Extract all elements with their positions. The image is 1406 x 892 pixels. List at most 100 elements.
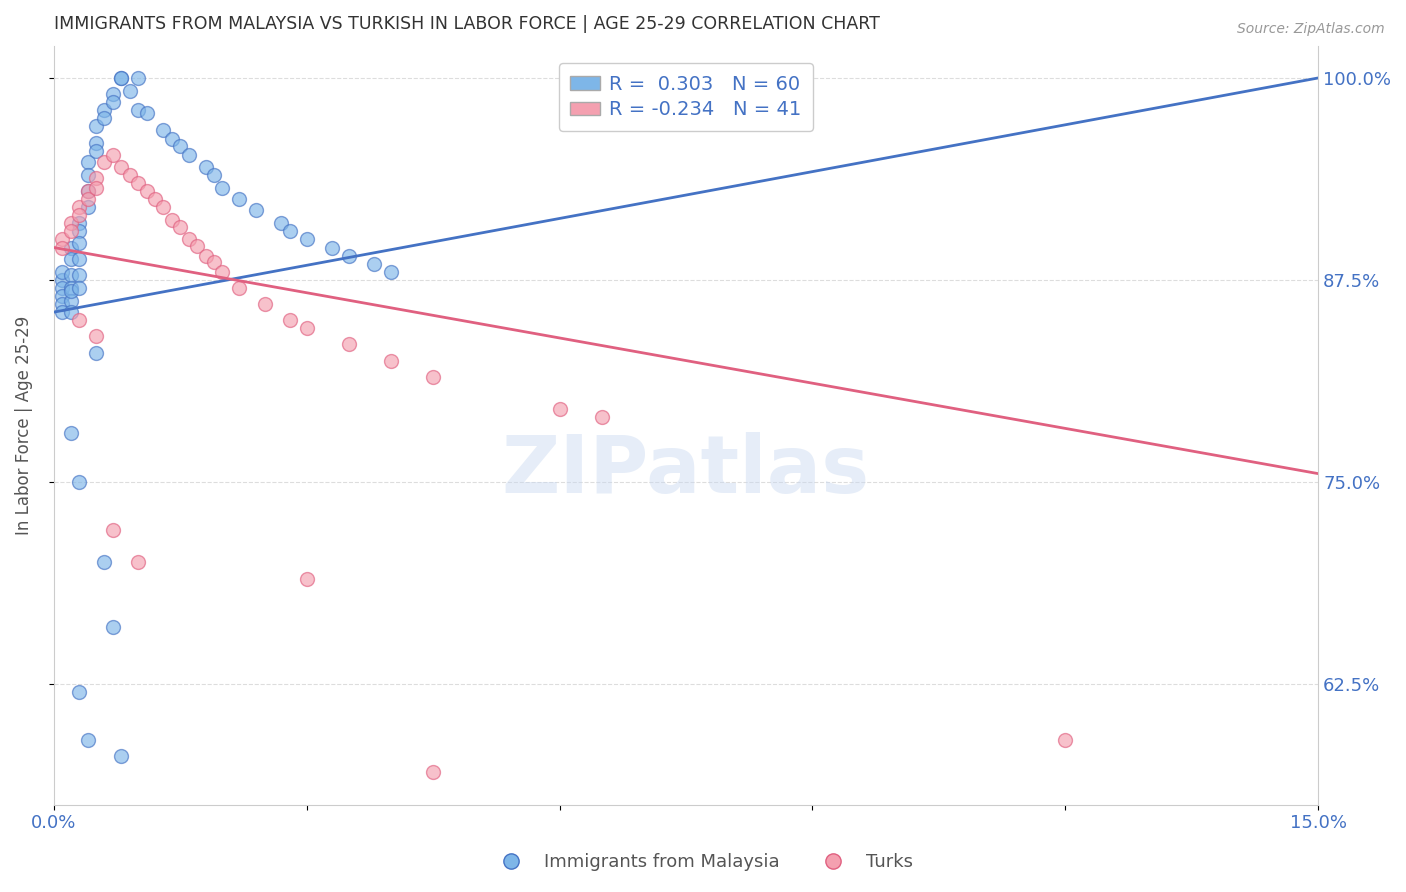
Point <box>169 219 191 234</box>
Text: IMMIGRANTS FROM MALAYSIA VS TURKISH IN LABOR FORCE | AGE 25-29 CORRELATION CHART: IMMIGRANTS FROM MALAYSIA VS TURKISH IN L… <box>53 15 880 33</box>
Text: ZIPatlas: ZIPatlas <box>502 432 870 509</box>
Point <box>152 200 174 214</box>
Point <box>59 281 82 295</box>
Point <box>59 241 82 255</box>
Point <box>422 765 444 780</box>
Point <box>228 192 250 206</box>
Point <box>591 410 613 425</box>
Point <box>51 289 73 303</box>
Point <box>211 265 233 279</box>
Point <box>84 120 107 134</box>
Point <box>295 572 318 586</box>
Point <box>67 208 90 222</box>
Point <box>1054 733 1077 747</box>
Legend: R =  0.303   N = 60, R = -0.234   N = 41: R = 0.303 N = 60, R = -0.234 N = 41 <box>558 63 813 131</box>
Point <box>127 103 149 118</box>
Point <box>93 155 115 169</box>
Point <box>253 297 276 311</box>
Point <box>59 293 82 308</box>
Point <box>59 224 82 238</box>
Point <box>101 148 124 162</box>
Point <box>118 84 141 98</box>
Point <box>84 181 107 195</box>
Point <box>337 249 360 263</box>
Text: Source: ZipAtlas.com: Source: ZipAtlas.com <box>1237 22 1385 37</box>
Point <box>76 168 98 182</box>
Point <box>135 184 157 198</box>
Legend: Immigrants from Malaysia, Turks: Immigrants from Malaysia, Turks <box>486 847 920 879</box>
Point <box>127 70 149 85</box>
Point <box>67 684 90 698</box>
Point <box>110 749 132 764</box>
Point <box>380 265 402 279</box>
Point <box>160 213 183 227</box>
Point <box>67 224 90 238</box>
Point <box>67 268 90 282</box>
Point <box>67 475 90 489</box>
Point <box>135 106 157 120</box>
Y-axis label: In Labor Force | Age 25-29: In Labor Force | Age 25-29 <box>15 316 32 535</box>
Point <box>67 200 90 214</box>
Point <box>160 132 183 146</box>
Point <box>84 136 107 150</box>
Point <box>380 353 402 368</box>
Point <box>59 216 82 230</box>
Point <box>51 273 73 287</box>
Point <box>67 313 90 327</box>
Point <box>67 281 90 295</box>
Point <box>76 733 98 747</box>
Point <box>93 112 115 126</box>
Point <box>127 176 149 190</box>
Point <box>152 122 174 136</box>
Point <box>110 70 132 85</box>
Point <box>363 257 385 271</box>
Point <box>76 184 98 198</box>
Point <box>67 235 90 250</box>
Point <box>186 239 208 253</box>
Point <box>67 216 90 230</box>
Point <box>228 281 250 295</box>
Point <box>202 168 225 182</box>
Point <box>84 171 107 186</box>
Point <box>59 305 82 319</box>
Point <box>194 160 217 174</box>
Point <box>110 70 132 85</box>
Point <box>127 556 149 570</box>
Point <box>101 95 124 110</box>
Point <box>202 255 225 269</box>
Point <box>93 103 115 118</box>
Point <box>245 203 267 218</box>
Point <box>93 556 115 570</box>
Point <box>177 232 200 246</box>
Point <box>84 144 107 158</box>
Point <box>101 87 124 102</box>
Point <box>76 200 98 214</box>
Point <box>59 284 82 298</box>
Point <box>110 160 132 174</box>
Point <box>177 148 200 162</box>
Point <box>67 252 90 266</box>
Point <box>194 249 217 263</box>
Point <box>51 281 73 295</box>
Point <box>278 224 301 238</box>
Point <box>101 620 124 634</box>
Point <box>295 232 318 246</box>
Point <box>59 252 82 266</box>
Point <box>59 426 82 441</box>
Point <box>51 297 73 311</box>
Point <box>76 184 98 198</box>
Point <box>143 192 166 206</box>
Point <box>84 329 107 343</box>
Point <box>51 232 73 246</box>
Point <box>548 402 571 417</box>
Point <box>337 337 360 351</box>
Point <box>118 168 141 182</box>
Point <box>101 523 124 537</box>
Point <box>51 241 73 255</box>
Point <box>59 268 82 282</box>
Point <box>321 241 343 255</box>
Point <box>270 216 292 230</box>
Point <box>295 321 318 335</box>
Point <box>211 181 233 195</box>
Point <box>84 345 107 359</box>
